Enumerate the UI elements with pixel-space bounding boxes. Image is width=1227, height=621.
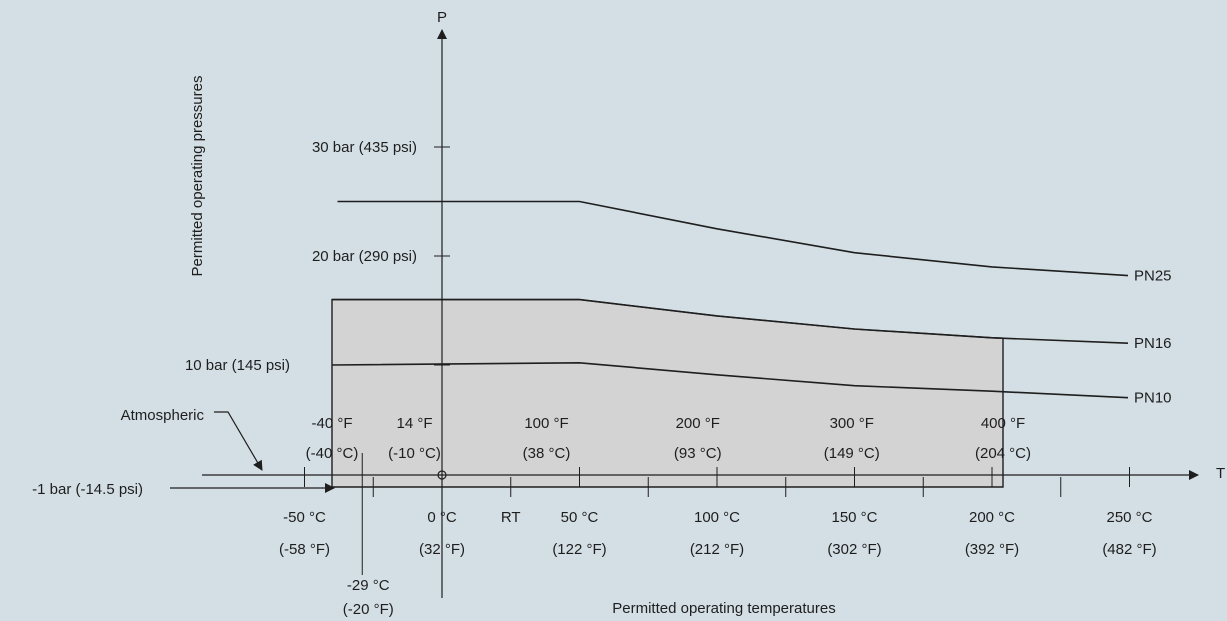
series-line-pn16: [332, 298, 1129, 344]
x-tick-label-f: (302 °F): [827, 541, 881, 558]
x-tick-label-f-top: 400 °F: [981, 415, 1025, 432]
series-label-pn10: PN10: [1134, 390, 1172, 407]
x-tick-label-c: 50 °C: [561, 509, 599, 526]
x-tick-label-f: (122 °F): [552, 541, 606, 558]
atmospheric-annotation: Atmospheric: [121, 407, 263, 471]
x-tick-label-c-paren: (-10 °C): [388, 445, 441, 462]
atmospheric-leader-line: [214, 411, 263, 471]
x-tick-label-f: (212 °F): [690, 541, 744, 558]
x-tick-label-c: 100 °C: [694, 509, 740, 526]
x-tick-label-f-top: 300 °F: [830, 415, 874, 432]
minus29-label-c: -29 °C: [347, 577, 390, 594]
x-tick-label-c-paren: (149 °C): [824, 445, 880, 462]
series-layer: PN25 PN16 PN10: [331, 200, 1172, 407]
x-tick-label-f-top: 200 °F: [676, 415, 720, 432]
series-label-pn25: PN25: [1134, 268, 1172, 285]
x-tick-label-c: 150 °C: [831, 509, 877, 526]
x-tick-label-f: (392 °F): [965, 541, 1019, 558]
x-tick-label-c: 200 °C: [969, 509, 1015, 526]
x-tick-label-f: (482 °F): [1102, 541, 1156, 558]
x-tick-label-c-paren: (-40 °C): [306, 445, 359, 462]
x-tick-label-c: -50 °C: [283, 509, 326, 526]
minus-one-bar-annotation: -1 bar (-14.5 psi): [32, 481, 335, 498]
x-tick-label-f-top: 100 °F: [524, 415, 568, 432]
minus-one-bar-label: -1 bar (-14.5 psi): [32, 481, 143, 498]
y-axis-label: P: [437, 9, 447, 26]
series-label-pn16: PN16: [1134, 335, 1172, 352]
atmospheric-label: Atmospheric: [121, 407, 205, 424]
x-axis-title: Permitted operating temperatures: [612, 600, 835, 617]
x-tick-label-f: (32 °F): [419, 541, 465, 558]
minus29-label-f: (-20 °F): [343, 601, 394, 618]
x-tick-label-c-paren: (204 °C): [975, 445, 1031, 462]
x-tick-label-c-paren: (93 °C): [674, 445, 722, 462]
x-tick-label-c: 250 °C: [1106, 509, 1152, 526]
y-axis-title: Permitted operating pressures: [189, 76, 206, 277]
x-tick-label-f: (-58 °F): [279, 541, 330, 558]
y-tick-label: 30 bar (435 psi): [312, 139, 417, 156]
x-axis-label: T: [1216, 465, 1225, 482]
series-line-pn25: [337, 200, 1129, 277]
y-tick-label: 20 bar (290 psi): [312, 248, 417, 265]
x-tick-label-f-top: 14 °F: [396, 415, 432, 432]
x-tick-label-f-top: -40 °F: [311, 415, 352, 432]
y-tick-label: 10 bar (145 psi): [185, 357, 290, 374]
x-tick-label-c: 0 °C: [427, 509, 457, 526]
labels-layer: -50 °C (-58 °F) 0 °C (32 °F) 50 °C (122 °F) 10…: [185, 139, 1157, 618]
rt-label: RT: [501, 509, 521, 526]
x-tick-label-c-paren: (38 °C): [523, 445, 571, 462]
series-line-pn10: [331, 361, 1129, 399]
ticks-layer: [304, 146, 1130, 575]
